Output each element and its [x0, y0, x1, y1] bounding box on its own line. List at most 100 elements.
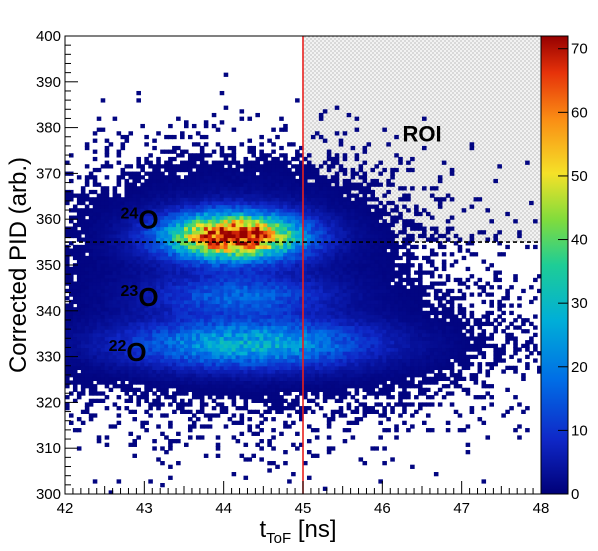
heatmap-cell [116, 248, 122, 253]
heatmap-cell [65, 384, 70, 389]
heatmap-cell [219, 296, 225, 301]
heatmap-cell [263, 281, 268, 286]
heatmap-cell [92, 241, 98, 246]
heatmap-cell [176, 241, 181, 246]
heatmap-cell [295, 215, 300, 220]
heatmap-cell [76, 296, 82, 301]
heatmap-cell [330, 226, 336, 231]
heatmap-cell [164, 259, 169, 264]
heatmap-cell [207, 285, 213, 290]
heatmap-cell [334, 175, 340, 180]
heatmap-cell [255, 193, 260, 198]
heatmap-cell [104, 270, 110, 275]
heatmap-cell [104, 281, 110, 286]
heatmap-cell [219, 402, 225, 407]
heatmap-cell [275, 332, 280, 338]
heatmap-cell [247, 387, 253, 392]
heatmap-cell [112, 259, 118, 264]
heatmap-cell [152, 402, 157, 407]
heatmap-cell [128, 182, 134, 187]
heatmap-cell [92, 325, 98, 330]
heatmap-cell [160, 321, 165, 327]
heatmap-cell [152, 391, 157, 396]
heatmap-cell [176, 325, 181, 330]
heatmap-cell [160, 255, 165, 261]
heatmap-cell [235, 310, 241, 316]
heatmap-cell [219, 266, 225, 272]
heatmap-cell [243, 186, 249, 191]
heatmap-cell [303, 263, 308, 268]
heatmap-cell [275, 263, 280, 268]
heatmap-cell [120, 303, 126, 308]
heatmap-cell [203, 285, 209, 290]
heatmap-cell [207, 189, 213, 195]
heatmap-cell [84, 376, 90, 382]
heatmap-cell [211, 230, 217, 235]
heatmap-cell [314, 373, 320, 378]
heatmap-cell [267, 329, 272, 334]
heatmap-cell [299, 226, 304, 231]
heatmap-cell [350, 376, 356, 382]
heatmap-cell [263, 299, 268, 305]
heatmap-cell [223, 171, 229, 176]
heatmap-cell [152, 189, 157, 195]
heatmap-cell [231, 435, 237, 440]
heatmap-cell [124, 208, 130, 213]
heatmap-cell [255, 340, 260, 345]
heatmap-cell [160, 413, 165, 418]
heatmap-cell [207, 211, 213, 217]
heatmap-cell [235, 365, 241, 371]
heatmap-cell [239, 255, 245, 261]
heatmap-cell [156, 171, 161, 176]
heatmap-cell [180, 164, 185, 169]
heatmap-cell [314, 259, 320, 264]
heatmap-cell [84, 230, 90, 235]
heatmap-cell [275, 380, 280, 385]
heatmap-cell [211, 332, 217, 338]
heatmap-cell [112, 369, 118, 374]
heatmap-cell [96, 292, 102, 297]
heatmap-cell [148, 384, 153, 389]
heatmap-cell [259, 277, 264, 283]
heatmap-cell [199, 222, 205, 228]
heatmap-cell [65, 296, 70, 301]
heatmap-cell [279, 211, 284, 217]
heatmap-cell [322, 354, 328, 360]
heatmap-cell [322, 307, 328, 312]
heatmap-cell [219, 222, 225, 228]
heatmap-cell [92, 178, 98, 184]
heatmap-cell [303, 406, 308, 411]
heatmap-cell [176, 233, 181, 239]
heatmap-cell [120, 329, 126, 334]
heatmap-cell [100, 263, 106, 268]
heatmap-cell [72, 428, 78, 433]
heatmap-cell [152, 299, 157, 305]
heatmap-cell [65, 230, 70, 235]
heatmap-cell [310, 211, 316, 217]
heatmap-cell [104, 266, 110, 272]
heatmap-cell [259, 178, 264, 184]
heatmap-cell [96, 237, 102, 242]
heatmap-cell [88, 365, 94, 371]
heatmap-cell [211, 340, 217, 345]
heatmap-cell [84, 226, 90, 231]
heatmap-cell [346, 270, 352, 275]
heatmap-cell [338, 329, 344, 334]
heatmap-cell [322, 362, 328, 367]
heatmap-cell [124, 266, 130, 272]
heatmap-cell [112, 358, 118, 363]
heatmap-cell [279, 259, 284, 264]
heatmap-cell [251, 153, 256, 158]
heatmap-cell [160, 233, 165, 239]
heatmap-cell [263, 318, 268, 323]
heatmap-cell [330, 369, 336, 374]
heatmap-cell [180, 281, 185, 286]
heatmap-cell [338, 376, 344, 382]
heatmap-cell [227, 332, 233, 338]
heatmap-cell [156, 248, 161, 253]
heatmap-cell [279, 160, 284, 165]
heatmap-cell [263, 384, 268, 389]
heatmap-cell [219, 160, 225, 165]
heatmap-cell [124, 241, 130, 246]
